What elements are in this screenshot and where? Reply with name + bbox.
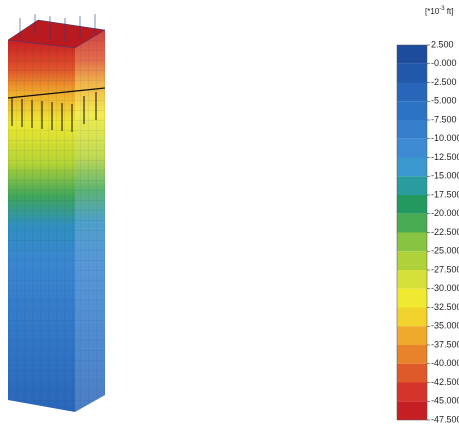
legend-swatch [397, 326, 427, 345]
legend-label: -40.000 [431, 358, 459, 368]
legend-label: -0.000 [431, 58, 457, 68]
legend-unit: [*10-3 ft] [425, 6, 453, 17]
legend-swatch [397, 83, 427, 102]
legend-label: -45.000 [431, 396, 459, 406]
legend-label: -17.500 [431, 189, 459, 199]
legend-swatch [397, 233, 427, 252]
page: [*10-3 ft] 2.500 -0.000 -2.500 -5.000 -7.500… [0, 0, 459, 430]
legend-label: -47.500 [431, 414, 459, 424]
legend-label: -15.000 [431, 171, 459, 181]
legend-label: -22.500 [431, 227, 459, 237]
side-mesh [75, 30, 105, 412]
legend-swatch [397, 101, 427, 120]
legend-label: -25.000 [431, 246, 459, 256]
legend-label: -32.500 [431, 302, 459, 312]
legend-label: -2.500 [431, 77, 457, 87]
legend-swatch [397, 364, 427, 383]
legend-swatch [397, 270, 427, 289]
legend-label: -20.000 [431, 208, 459, 218]
column-model [8, 14, 105, 412]
legend-swatch [397, 289, 427, 308]
legend-label: -10.000 [431, 133, 459, 143]
front-mesh [8, 40, 75, 412]
legend-swatch [397, 64, 427, 83]
legend-swatch [397, 120, 427, 139]
legend-swatch [397, 345, 427, 364]
legend-swatch [397, 158, 427, 177]
legend-swatch [397, 45, 427, 64]
screenshot: [*10-3 ft] 2.500 -0.000 -2.500 -5.000 -7.500… [0, 0, 459, 425]
legend-label: -5.000 [431, 96, 457, 106]
unit-suffix: ft] [445, 7, 454, 16]
legend-label: -37.500 [431, 339, 459, 349]
legend-label: 2.500 [431, 39, 454, 49]
legend-swatch [397, 176, 427, 195]
legend-swatch [397, 139, 427, 158]
legend-swatch [397, 195, 427, 214]
legend-label: -42.500 [431, 377, 459, 387]
legend-label: -27.500 [431, 264, 459, 274]
legend-swatch [397, 401, 427, 420]
legend-swatch [397, 251, 427, 270]
unit-base: [*10 [425, 7, 440, 16]
legend-label: -12.500 [431, 152, 459, 162]
legend: [*10-3 ft] 2.500 -0.000 -2.500 -5.000 -7.500… [397, 6, 459, 425]
legend-label: -30.000 [431, 283, 459, 293]
legend-label: -7.500 [431, 114, 457, 124]
legend-swatch [397, 383, 427, 402]
legend-swatch [397, 308, 427, 327]
legend-label: -35.000 [431, 321, 459, 331]
legend-swatch [397, 214, 427, 233]
